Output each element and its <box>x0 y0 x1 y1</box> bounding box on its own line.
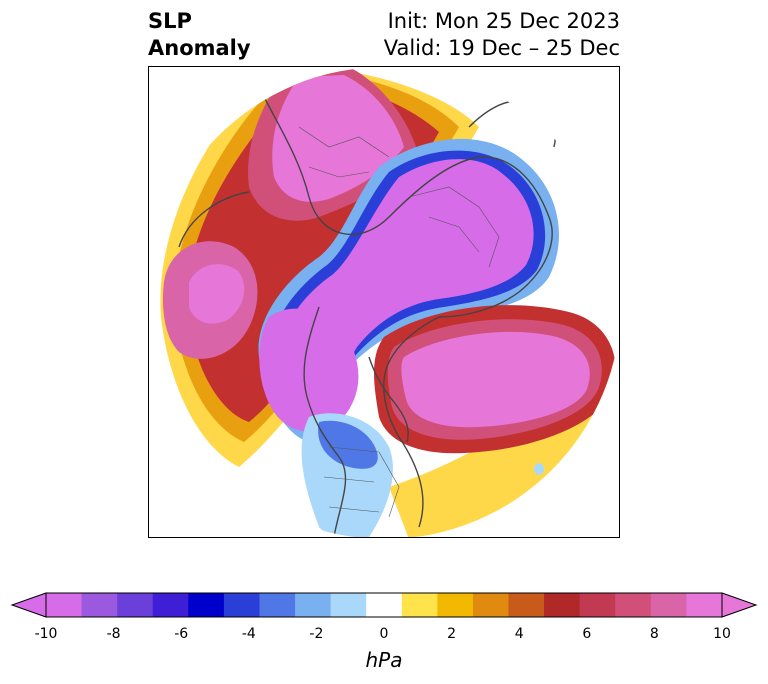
colorbar-tick-label: 10 <box>713 626 731 642</box>
map-graphic <box>149 67 619 537</box>
positive-peak-canada <box>401 331 590 428</box>
init-time: Init: Mon 25 Dec 2023 <box>387 9 620 33</box>
colorbar-units: hPa <box>365 648 403 672</box>
colorbar-bin <box>188 593 225 617</box>
colorbar-tick-label: 8 <box>649 626 659 642</box>
colorbar-tick-label: -8 <box>106 626 121 642</box>
negative-lobe-us-inner <box>318 420 378 469</box>
colorbar-tick-label: -6 <box>174 626 189 642</box>
colorbar <box>10 592 758 618</box>
colorbar-bin <box>615 593 652 617</box>
colorbar-bin <box>46 593 83 617</box>
colorbar-bin <box>330 593 367 617</box>
run-info: Init: Mon 25 Dec 2023 Valid: 19 Dec – 25… <box>384 8 620 62</box>
colorbar-extend-high <box>721 592 758 618</box>
colorbar-bin <box>579 593 616 617</box>
colorbar-bin <box>437 593 474 617</box>
colorbar-bin <box>401 593 438 617</box>
colorbar-bin <box>544 593 581 617</box>
title-anomaly: Anomaly <box>148 36 251 60</box>
borders <box>298 126 500 518</box>
colorbar-extend-low <box>10 592 47 618</box>
colorbar-tick-label: -10 <box>34 626 58 642</box>
colorbar-tick-label: 2 <box>447 626 457 642</box>
colorbar-tick-label: 0 <box>379 626 389 642</box>
colorbar-tick-label: 6 <box>582 626 592 642</box>
colorbar-bin <box>117 593 154 617</box>
colorbar-bin <box>223 593 260 617</box>
title-variable: SLP <box>148 9 192 33</box>
colorbar-tick-label: -2 <box>309 626 324 642</box>
colorbar-tick-label: -4 <box>241 626 256 642</box>
colorbar-bin <box>366 593 403 617</box>
polar-map <box>148 66 620 538</box>
colorbar-bin <box>152 593 189 617</box>
colorbar-bin <box>295 593 332 617</box>
colorbar-bin <box>81 593 118 617</box>
map-title: SLP Anomaly <box>148 8 251 62</box>
coastlines <box>178 86 556 537</box>
positive-peak-atlantic <box>189 264 245 324</box>
positive-peak-europe <box>272 75 404 202</box>
colorbar-bin <box>686 593 723 617</box>
colorbar-bin <box>259 593 296 617</box>
negative-low-pacific <box>259 308 359 432</box>
colorbar-bin <box>508 593 545 617</box>
colorbar-tick-label: 4 <box>514 626 524 642</box>
colorbar-bin <box>650 593 687 617</box>
valid-range: Valid: 19 Dec – 25 Dec <box>383 36 620 60</box>
colorbar-bin <box>472 593 510 617</box>
